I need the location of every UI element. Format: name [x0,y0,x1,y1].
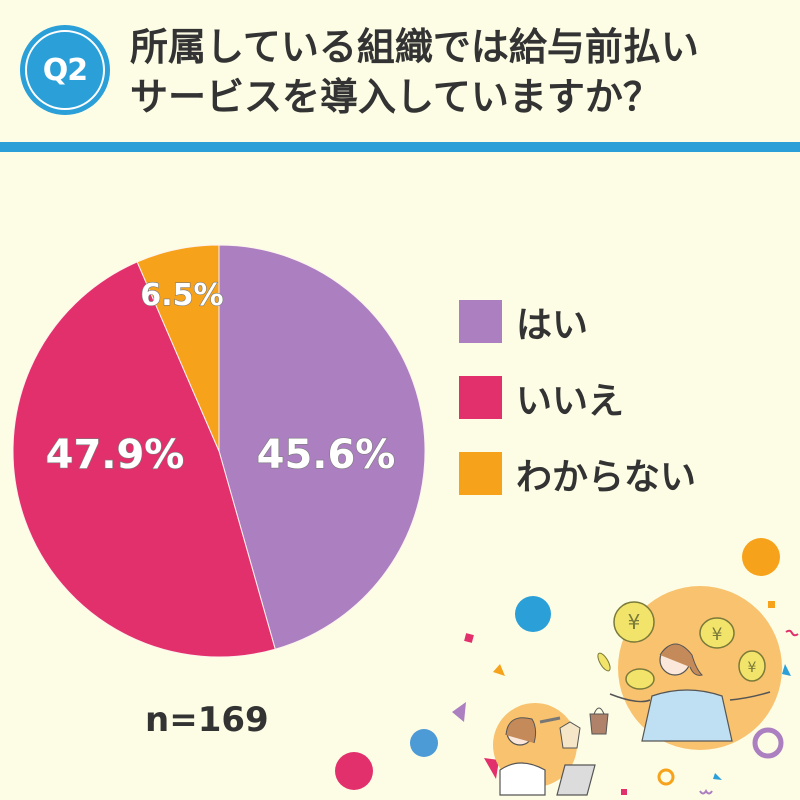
confetti-squiggle-icon [699,789,713,795]
legend-swatch-no [459,376,502,419]
legend-label-no: いいえ [516,380,625,422]
confetti-triangle-icon [782,664,791,676]
pie-chart-svg: 45.6% 47.9% 6.5% [12,244,426,658]
slice-label-no: 47.9% [46,432,185,478]
confetti-triangle-icon [484,758,499,779]
confetti-square-icon [621,789,627,795]
yen-coin-icon: ¥ [738,650,766,682]
yen-coin-icon: ¥ [699,617,735,649]
pie-slice-yes [218,244,426,650]
confetti-square-icon [464,633,474,643]
sample-size: n=169 [145,700,269,740]
yen-coin-icon [597,652,611,672]
pie-slice-no [12,261,276,658]
pie-slice-unknown [136,244,220,452]
legend-label-yes: はい [516,304,589,346]
question-title-line-1: 所属している組織では給与前払い [130,25,699,69]
confetti-circle-icon [515,596,551,632]
confetti-circle-icon [410,729,438,757]
legend-item-yes: はい [459,300,696,346]
confetti-ring-icon [657,768,675,786]
slice-label-unknown: 6.5% [140,278,223,313]
question-title-line-2: サービスを導入していますか？ [130,75,661,119]
header: Q2 所属している組織では給与前払い サービスを導入していますか？ [0,0,800,142]
question-title: 所属している組織では給与前払い サービスを導入していますか？ [130,22,790,122]
slice-label-yes: 45.6% [257,432,396,478]
legend-swatch-unknown [459,452,502,495]
confetti-circle-icon [335,752,373,790]
woman-juggling-icon [609,643,771,742]
confetti-circle-icon [742,538,780,576]
chart-legend: はい いいえ わからない [459,300,696,528]
yen-coin-icon [625,668,655,690]
yen-coin-icon: ¥ [613,601,655,643]
confetti-triangle-icon [452,702,466,722]
confetti-triangle-icon [713,773,722,780]
header-divider [0,142,800,152]
question-badge: Q2 [20,25,110,115]
legend-label-unknown: わからない [516,456,697,498]
illustration-backdrop-circle [493,703,577,787]
svg-text:¥: ¥ [628,610,641,634]
pie-chart: 45.6% 47.9% 6.5% [0,230,440,670]
confetti-triangle-icon [493,664,505,676]
confetti-ring-icon [752,727,784,759]
legend-swatch-yes [459,300,502,343]
confetti-square-icon [768,601,775,608]
shopping-items-icon [539,707,609,749]
legend-item-unknown: わからない [459,452,696,498]
svg-text:¥: ¥ [748,660,757,676]
question-number: Q2 [42,52,88,88]
yen-coin-icon [678,727,712,739]
confetti-squiggle-icon [785,629,799,637]
woman-laptop-icon [499,717,596,796]
illustration-backdrop-circle [618,586,782,750]
svg-text:¥: ¥ [712,625,723,645]
legend-item-no: いいえ [459,376,696,422]
